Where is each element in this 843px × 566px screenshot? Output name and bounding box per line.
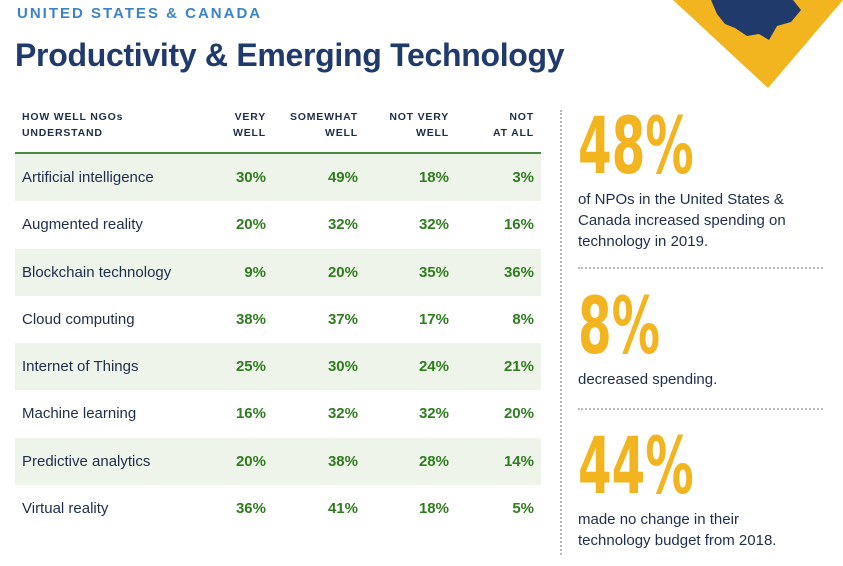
value-not-at-all: 14% bbox=[503, 452, 534, 470]
value-very-well: 20% bbox=[235, 216, 266, 234]
value-somewhat-well: 37% bbox=[327, 310, 358, 328]
table-row: Cloud computing 38% 37% 17% 8% bbox=[15, 296, 541, 343]
row-label: Machine learning bbox=[22, 405, 137, 423]
stat-increased-spending: 48% of NPOs in the United States & Canad… bbox=[578, 108, 828, 252]
table-header: HOW WELL NGOs UNDERSTAND VERY WELL SOMEW… bbox=[15, 104, 541, 154]
value-very-well: 30% bbox=[235, 169, 266, 186]
column-header-not-very-well: NOT VERY WELL bbox=[389, 111, 449, 139]
column-header-somewhat-well: SOMEWHAT WELL bbox=[289, 111, 358, 139]
value-not-very-well: 18% bbox=[418, 169, 449, 186]
value-not-at-all: 16% bbox=[503, 216, 534, 234]
stat-description: of NPOs in the United States & Canada in… bbox=[578, 191, 786, 250]
row-label: Predictive analytics bbox=[22, 452, 151, 470]
value-not-very-well: 35% bbox=[418, 263, 449, 281]
value-not-at-all: 20% bbox=[503, 405, 534, 423]
stat-value: 48% bbox=[578, 102, 694, 192]
value-not-very-well: 17% bbox=[418, 310, 449, 328]
stat-no-change: 44% made no change in their technology b… bbox=[578, 428, 828, 551]
table-row: Internet of Things 25% 30% 24% 21% bbox=[15, 343, 541, 391]
value-not-very-well: 24% bbox=[418, 358, 449, 376]
section-eyebrow: UNITED STATES & CANADA bbox=[17, 5, 263, 22]
value-somewhat-well: 49% bbox=[327, 169, 358, 186]
stat-description: made no change in their technology budge… bbox=[578, 511, 777, 549]
row-label: Augmented reality bbox=[22, 216, 143, 234]
column-header-not-at-all: NOT AT ALL bbox=[493, 111, 534, 139]
value-very-well: 36% bbox=[235, 500, 266, 518]
value-very-well: 9% bbox=[244, 263, 266, 281]
column-header-technology: HOW WELL NGOs UNDERSTAND bbox=[22, 111, 124, 139]
value-not-very-well: 32% bbox=[418, 405, 449, 423]
value-somewhat-well: 32% bbox=[327, 216, 358, 234]
stat-divider bbox=[578, 408, 823, 410]
row-label: Cloud computing bbox=[22, 310, 135, 328]
gold-triangle bbox=[673, 0, 843, 88]
table-row: Augmented reality 20% 32% 32% 16% bbox=[15, 201, 541, 248]
value-very-well: 16% bbox=[235, 405, 266, 423]
value-not-at-all: 8% bbox=[512, 310, 534, 328]
value-somewhat-well: 41% bbox=[327, 500, 358, 518]
stat-value: 44% bbox=[578, 422, 694, 512]
value-not-at-all: 36% bbox=[503, 263, 534, 281]
value-very-well: 20% bbox=[235, 452, 266, 470]
table-row: Artificial intelligence 30% 49% 18% 3% bbox=[15, 154, 541, 202]
page-title: Productivity & Emerging Technology bbox=[15, 37, 565, 73]
row-label: Artificial intelligence bbox=[22, 169, 154, 186]
corner-map-graphic bbox=[673, 0, 843, 88]
value-not-at-all: 3% bbox=[512, 169, 534, 186]
row-label: Internet of Things bbox=[22, 358, 139, 376]
value-somewhat-well: 32% bbox=[327, 405, 358, 423]
value-not-very-well: 28% bbox=[418, 452, 449, 470]
row-label: Blockchain technology bbox=[22, 263, 172, 281]
vertical-divider bbox=[560, 110, 562, 555]
column-header-very-well: VERY WELL bbox=[233, 111, 266, 139]
value-very-well: 38% bbox=[235, 310, 266, 328]
north-america-map-icon bbox=[711, 0, 801, 40]
value-somewhat-well: 20% bbox=[327, 263, 358, 281]
table-row: Blockchain technology 9% 20% 35% 36% bbox=[15, 248, 541, 296]
stat-divider bbox=[578, 267, 823, 269]
table-row: Machine learning 16% 32% 32% 20% bbox=[15, 390, 541, 437]
value-not-at-all: 5% bbox=[512, 500, 534, 518]
technology-understanding-table: HOW WELL NGOs UNDERSTAND VERY WELL SOMEW… bbox=[15, 104, 541, 532]
value-somewhat-well: 38% bbox=[327, 452, 358, 470]
table-row: Predictive analytics 20% 38% 28% 14% bbox=[15, 437, 541, 486]
table-row: Virtual reality 36% 41% 18% 5% bbox=[15, 485, 541, 532]
stat-description: decreased spending. bbox=[578, 371, 718, 388]
value-not-very-well: 18% bbox=[418, 500, 449, 518]
value-somewhat-well: 30% bbox=[327, 358, 358, 376]
value-very-well: 25% bbox=[235, 358, 266, 376]
stat-value: 8% bbox=[578, 282, 661, 372]
value-not-very-well: 32% bbox=[418, 216, 449, 234]
value-not-at-all: 21% bbox=[503, 358, 534, 376]
stat-decreased-spending: 8% decreased spending. bbox=[578, 288, 828, 390]
row-label: Virtual reality bbox=[22, 500, 109, 518]
